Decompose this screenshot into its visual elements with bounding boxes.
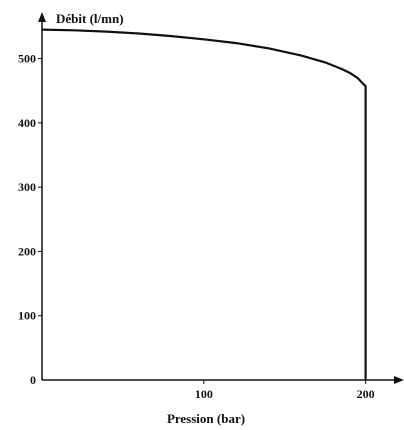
y-axis-label: Débit (l/mn)	[56, 11, 124, 26]
series-group	[41, 28, 367, 380]
plot-area: 0 100 200 300 400 500 100 200 Débit (l/mn) Pre…	[18, 11, 404, 426]
y-tick-label: 200	[18, 244, 36, 258]
y-tick-label: 0	[30, 373, 36, 387]
x-ticks: 100 200	[195, 380, 375, 401]
x-tick-label: 200	[357, 387, 375, 401]
y-ticks: 0 100 200 300 400 500	[18, 52, 42, 387]
y-tick-label: 100	[18, 309, 36, 323]
y-tick-label: 400	[18, 116, 36, 130]
y-tick-label: 300	[18, 180, 36, 194]
x-axis-label: Pression (bar)	[167, 411, 245, 426]
x-axis-arrow	[394, 376, 404, 384]
series-line	[41, 28, 367, 380]
y-axis-arrow	[38, 12, 46, 22]
y-tick-label: 500	[18, 52, 36, 66]
x-tick-label: 100	[195, 387, 213, 401]
